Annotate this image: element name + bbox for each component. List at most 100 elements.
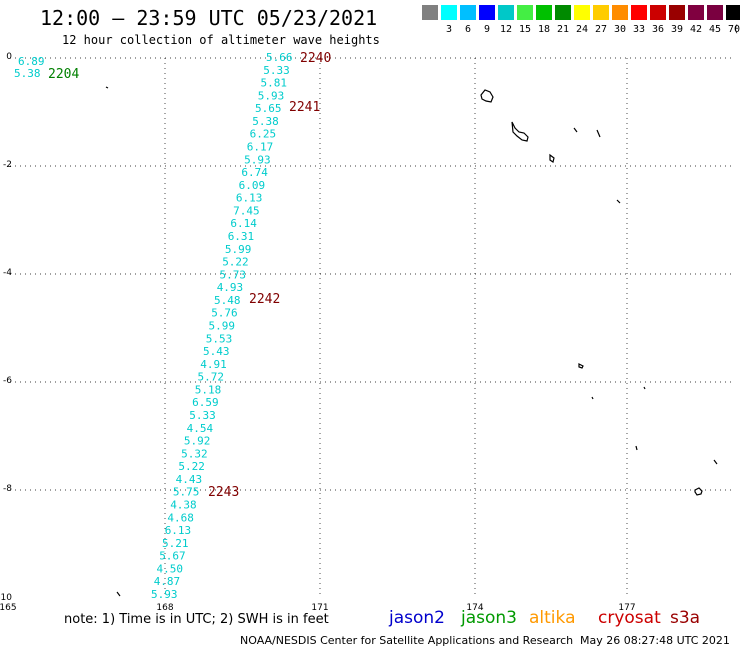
wave-height-value: 4.54 [187,422,214,435]
altimeter-track: 5.665.335.815.935.655.386.256.175.936.74… [151,51,293,601]
lat-tick-label: 0 [6,52,12,62]
footer-note: note: 1) Time is in UTC; 2) SWH is in fe… [64,612,329,627]
island-outlines [105,86,718,597]
legend-label: 9 [483,24,491,35]
island-outline [596,129,601,138]
legend-swatch [650,5,666,20]
wave-height-value: 6.31 [228,230,255,243]
legend-swatch [669,5,685,20]
legend-unit: (ft) [733,24,740,35]
pass-time-label: 2242 [249,292,280,307]
wave-height-value: 5.65 [255,102,282,115]
map-grid [10,57,735,598]
wave-height-value: 5.76 [211,307,238,320]
legend-label: 33 [632,24,646,35]
wave-height-value: 4.50 [157,562,184,575]
wave-height-value: 5.93 [258,89,285,102]
wave-height-value: 6.74 [241,166,268,179]
wave-height-value: 4.87 [154,575,181,588]
island-outline [643,386,646,390]
credit-text: NOAA/NESDIS Center for Satellite Applica… [240,634,574,647]
wave-height-value: 5.99 [225,243,252,256]
wave-height-value: 6.59 [192,396,219,409]
axis-labels: 165 168 171 174 177 0 -2 -4 -6 -8 -10 [0,52,636,613]
wave-height-value: 5.75 [173,486,200,499]
wave-height-value: 4.68 [167,511,194,524]
lat-tick-label: -4 [3,268,12,278]
wave-height-value: 6.09 [239,179,266,192]
wave-height-value: 5.72 [198,371,225,384]
lon-tick-label: 177 [618,603,635,613]
island-outline [635,445,638,451]
island-outline [591,396,594,400]
legend-label: 18 [537,24,551,35]
island-outline [511,121,529,142]
legend-swatch [612,5,628,20]
lat-tick-label: -2 [3,160,12,170]
island-outline [713,459,718,465]
lon-tick-label: 171 [311,603,328,613]
page-title: 12:00 — 23:59 UTC 05/23/2021 [40,6,378,30]
wave-height-value: 5.38 [252,115,278,128]
legend-label: 24 [575,24,589,35]
satellite-label: jason2 [389,608,445,628]
pass-time-label: 2243 [208,485,239,500]
island-outline [105,86,109,89]
legend-label: 45 [708,24,722,35]
wave-height-value: 5.33 [263,64,290,77]
wave-height-value: 4.91 [200,358,227,371]
wave-height-value: 4.38 [170,499,197,512]
wave-height-value: 7.45 [233,204,260,217]
island-outline [578,363,584,369]
satellite-label: altika [529,608,576,628]
legend-label: 27 [594,24,608,35]
wave-height-value: 5.92 [184,435,211,448]
legend-swatch [574,5,590,20]
legend-swatch [422,5,438,20]
island-outline [480,89,494,103]
lat-tick-label: -10 [0,593,12,603]
legend-label: 12 [499,24,513,35]
lat-tick-label: -8 [3,484,12,494]
wave-height-value: 5.81 [261,77,288,90]
island-outline [116,591,121,597]
legend-label: 6 [464,24,472,35]
island-outline [694,487,703,496]
wave-height-value: 6.89 [18,55,45,68]
legend-label: 3 [445,24,453,35]
legend-swatch [479,5,495,20]
time-labels: 2240 2241 2242 2243 2204 [48,51,331,500]
legend-label: 21 [556,24,570,35]
wave-height-value: 5.22 [178,460,205,473]
west-track: 6.895.38 [14,55,45,80]
wave-height-value: 5.48 [214,294,241,307]
satellite-label: jason3 [461,608,517,628]
lon-tick-label: 174 [466,603,483,613]
legend-label: 39 [670,24,684,35]
legend-label: 30 [613,24,627,35]
pass-time-label: 2240 [300,51,331,66]
pass-time-label: 2241 [289,100,320,115]
legend-swatch [498,5,514,20]
legend-label: 70 [727,24,740,35]
legend-swatch [441,5,457,20]
wave-height-value: 4.43 [176,473,203,486]
legend-swatch [460,5,476,20]
legend-label: 36 [651,24,665,35]
legend-label: 42 [689,24,703,35]
wave-height-value: 6.13 [165,524,192,537]
legend-swatch [593,5,609,20]
wave-height-value: 6.14 [230,217,257,230]
legend-swatch [707,5,723,20]
wave-height-value: 5.66 [266,51,293,64]
island-outline [616,199,621,204]
wave-height-value: 5.38 [14,67,41,80]
wave-height-value: 5.53 [206,332,233,345]
lon-tick-label: 168 [156,603,173,613]
wave-height-value: 4.93 [217,281,244,294]
wave-height-value: 5.18 [195,383,222,396]
wave-height-value: 6.13 [236,192,263,205]
wave-height-value: 6.17 [247,141,273,154]
wave-height-value: 5.93 [151,588,178,601]
